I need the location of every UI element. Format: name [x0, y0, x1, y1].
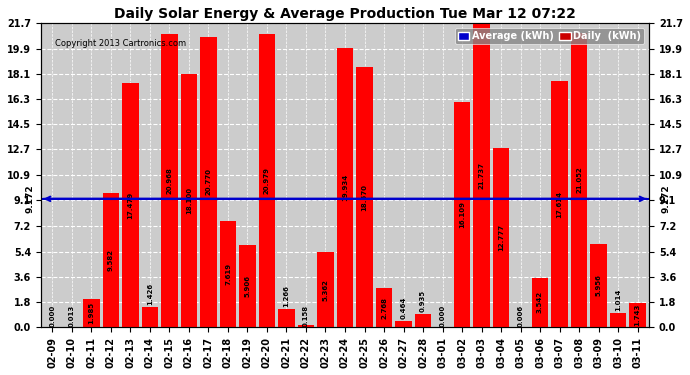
Text: 1.743: 1.743 — [635, 304, 640, 326]
Bar — [103, 193, 119, 327]
Text: 19.934: 19.934 — [342, 174, 348, 201]
Bar — [454, 102, 471, 327]
Bar — [395, 321, 412, 327]
Bar — [259, 34, 275, 327]
Bar — [532, 278, 549, 327]
Bar — [317, 252, 334, 327]
Text: 18.570: 18.570 — [362, 184, 368, 211]
Bar — [493, 148, 509, 327]
Bar — [610, 313, 627, 327]
Legend: Average (kWh), Daily  (kWh): Average (kWh), Daily (kWh) — [455, 28, 644, 44]
Text: 5.956: 5.956 — [595, 274, 602, 297]
Text: 5.906: 5.906 — [244, 275, 250, 297]
Title: Daily Solar Energy & Average Production Tue Mar 12 07:22: Daily Solar Energy & Average Production … — [114, 7, 576, 21]
Bar — [551, 81, 568, 327]
Bar — [122, 82, 139, 327]
Text: 0.935: 0.935 — [420, 290, 426, 312]
Text: 16.109: 16.109 — [459, 201, 465, 228]
Text: 7.619: 7.619 — [225, 263, 231, 285]
Text: 2.768: 2.768 — [381, 297, 387, 319]
Text: 1.014: 1.014 — [615, 288, 621, 311]
Bar — [629, 303, 646, 327]
Bar — [590, 244, 607, 327]
Text: 9.172: 9.172 — [662, 184, 671, 213]
Text: 21.052: 21.052 — [576, 166, 582, 193]
Text: 0.464: 0.464 — [400, 296, 406, 319]
Bar — [219, 220, 236, 327]
Text: 9.172: 9.172 — [26, 184, 35, 213]
Bar — [181, 74, 197, 327]
Text: 1.266: 1.266 — [284, 285, 290, 308]
Text: 20.979: 20.979 — [264, 167, 270, 194]
Bar — [161, 34, 178, 327]
Text: 0.158: 0.158 — [303, 304, 309, 327]
Text: 0.013: 0.013 — [69, 304, 75, 327]
Bar — [278, 309, 295, 327]
Text: 18.100: 18.100 — [186, 187, 192, 214]
Bar — [83, 299, 100, 327]
Bar — [297, 325, 314, 327]
Text: Copyright 2013 Cartronics.com: Copyright 2013 Cartronics.com — [55, 39, 186, 48]
Text: 0.000: 0.000 — [440, 304, 446, 327]
Text: 5.362: 5.362 — [322, 279, 328, 301]
Text: 20.770: 20.770 — [206, 168, 212, 195]
Text: 20.968: 20.968 — [166, 167, 172, 194]
Bar — [200, 36, 217, 327]
Text: 1.985: 1.985 — [88, 302, 95, 324]
Text: 0.006: 0.006 — [518, 304, 524, 327]
Bar — [337, 48, 353, 327]
Bar — [571, 33, 587, 327]
Text: 21.737: 21.737 — [478, 162, 484, 189]
Text: 17.479: 17.479 — [128, 191, 133, 219]
Bar — [473, 23, 490, 327]
Bar — [415, 314, 431, 327]
Text: 9.582: 9.582 — [108, 249, 114, 271]
Text: 3.542: 3.542 — [537, 291, 543, 314]
Text: 17.614: 17.614 — [557, 190, 562, 217]
Bar — [239, 244, 256, 327]
Bar — [141, 307, 158, 327]
Text: 12.777: 12.777 — [498, 224, 504, 251]
Bar — [356, 67, 373, 327]
Text: 0.000: 0.000 — [50, 304, 55, 327]
Text: 1.426: 1.426 — [147, 283, 153, 305]
Bar — [376, 288, 393, 327]
